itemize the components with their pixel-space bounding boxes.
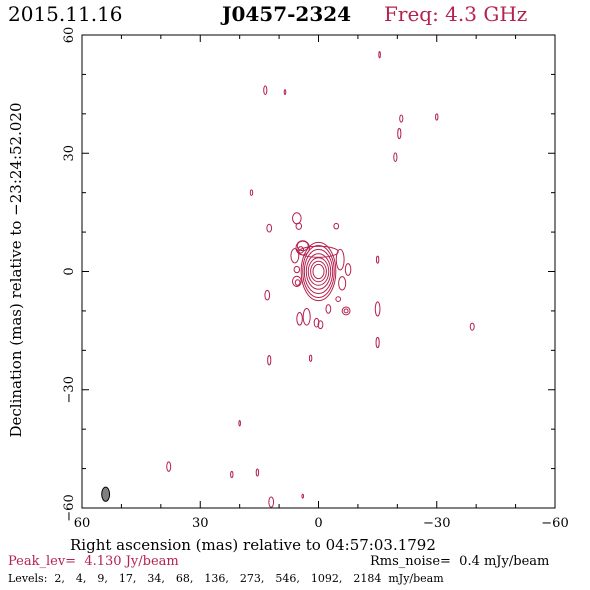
contour-component <box>341 306 351 316</box>
contour-component <box>290 248 300 264</box>
levels-label: Levels: <box>8 572 48 585</box>
core-contour <box>307 257 330 286</box>
axis-ticks: 60 30 0 −30 −60 −60 −30 0 30 60 <box>62 27 569 531</box>
y-tick-label: 30 <box>62 145 77 162</box>
contour-component <box>325 304 332 314</box>
contour-component <box>255 468 260 477</box>
contour-component <box>374 301 381 317</box>
contour-component <box>333 222 340 230</box>
levels-line: Levels: 2, 4, 9, 17, 34, 68, 136, 273, 5… <box>8 572 444 585</box>
core-contour <box>300 241 337 302</box>
contour-component <box>268 496 275 508</box>
source-name: J0457-2324 <box>222 2 352 26</box>
contour-component <box>294 279 301 286</box>
contour-component <box>238 419 241 427</box>
contour-component <box>397 127 402 140</box>
x-tick-label: 30 <box>192 516 209 531</box>
core-contour <box>303 248 334 295</box>
contour-component <box>338 276 347 291</box>
y-tick-label: −60 <box>62 494 77 521</box>
contour-component <box>343 308 349 314</box>
contour-component <box>264 289 271 301</box>
contour-component <box>378 51 381 59</box>
levels-unit: mJy/beam <box>388 572 444 585</box>
x-tick-label: 60 <box>74 516 91 531</box>
contour-component <box>293 265 301 274</box>
x-tick-label: −60 <box>541 516 568 531</box>
peak-label: Peak_lev= <box>8 554 77 569</box>
contour-component <box>291 275 302 287</box>
epoch-date: 2015.11.16 <box>8 2 123 26</box>
beam-ellipse <box>101 486 111 502</box>
rms-label: Rms_noise= <box>370 554 451 569</box>
contour-component <box>399 114 404 123</box>
x-axis-label: Right ascension (mas) relative to 04:57:… <box>70 536 436 554</box>
y-tick-label: −30 <box>62 376 77 403</box>
contour-component <box>469 322 475 331</box>
contour-component <box>317 320 324 330</box>
contour-component <box>267 354 272 366</box>
plot-frame <box>81 34 556 509</box>
levels-values: 2, 4, 9, 17, 34, 68, 136, 273, 546, 1092… <box>54 572 382 585</box>
contour-component <box>344 263 352 276</box>
contour-component <box>375 336 380 349</box>
peak-value: 4.130 Jy/beam <box>84 554 179 569</box>
contour-layer <box>101 51 475 508</box>
core-contour <box>310 260 327 283</box>
y-tick-label: 0 <box>62 267 77 275</box>
contour-component <box>166 461 172 472</box>
contour-component <box>313 317 320 328</box>
x-tick-label: −30 <box>423 516 450 531</box>
contour-component <box>298 245 339 258</box>
contour-component <box>335 296 342 302</box>
rms-value: 0.4 mJy/beam <box>459 554 550 569</box>
contour-component <box>263 85 268 96</box>
y-tick-label: 60 <box>62 27 77 44</box>
peak-level: Peak_lev= 4.130 Jy/beam <box>8 554 179 569</box>
contour-component <box>291 212 302 225</box>
contour-component <box>375 255 380 264</box>
contour-component <box>266 223 273 233</box>
contour-component <box>335 248 345 271</box>
contour-component <box>249 189 254 196</box>
contour-component <box>297 246 305 254</box>
core-contour <box>312 263 325 280</box>
contour-component <box>435 113 439 121</box>
x-tick-label: 0 <box>314 516 322 531</box>
contour-component <box>283 89 287 96</box>
core-contour <box>302 244 335 299</box>
contour-component <box>308 354 313 362</box>
contour-component <box>393 152 398 163</box>
frequency-label: Freq: 4.3 GHz <box>384 2 528 26</box>
contour-component <box>295 222 303 230</box>
rms-noise: Rms_noise= 0.4 mJy/beam <box>370 554 549 569</box>
contour-component <box>230 470 234 479</box>
contour-component <box>301 493 305 499</box>
core-contour <box>305 253 332 290</box>
contour-component <box>302 308 311 326</box>
contour-component <box>296 311 303 326</box>
